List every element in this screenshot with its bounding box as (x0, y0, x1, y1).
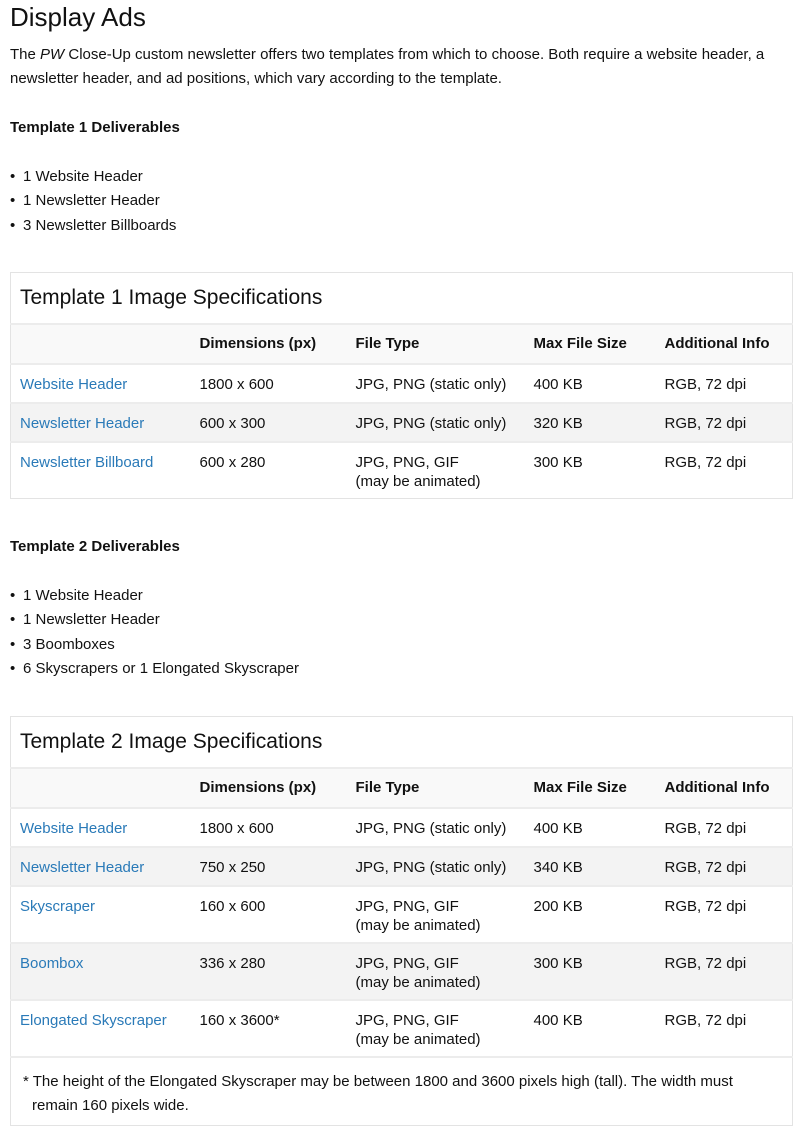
dimensions-cell: 160 x 3600* (190, 998, 347, 1057)
column-header: Additional Info (655, 766, 793, 808)
file-type-cell: JPG, PNG, GIF (may be animated) (346, 941, 525, 1000)
file-type: JPG, PNG, GIF (355, 453, 459, 471)
ad-type-link[interactable]: Website Header (20, 819, 128, 837)
ad-type-link[interactable]: Newsletter Billboard (20, 453, 154, 471)
file-type-cell: JPG, PNG (static only) (346, 362, 525, 403)
ad-type-link[interactable]: Newsletter Header (20, 858, 145, 876)
list-item: 1 Website Header (10, 165, 176, 189)
intro-text: Close-Up custom newsletter offers two te… (10, 46, 765, 87)
file-type-cell: JPG, PNG (static only) (346, 845, 525, 886)
dimensions-cell: 600 x 300 (190, 401, 347, 442)
info-cell: RGB, 72 dpi (655, 806, 793, 847)
file-type: JPG, PNG (static only) (355, 375, 507, 393)
info-cell: RGB, 72 dpi (655, 998, 793, 1057)
max-size-cell: 340 KB (524, 845, 656, 886)
template1-deliverables-title: Template 1 Deliverables (10, 119, 180, 136)
max-size-cell: 300 KB (524, 941, 656, 1000)
column-header: Dimensions (px) (190, 766, 347, 808)
dimensions-cell: 160 x 600 (190, 884, 347, 943)
column-header (10, 322, 191, 364)
list-item: 3 Newsletter Billboards (10, 214, 176, 238)
file-type-cell: JPG, PNG, GIF (may be animated) (346, 440, 525, 499)
max-size-cell: 400 KB (524, 998, 656, 1057)
ad-type-link[interactable]: Skyscraper (20, 897, 96, 915)
column-header (10, 766, 191, 808)
column-header: File Type (346, 322, 525, 364)
ad-type-link[interactable]: Boombox (20, 954, 84, 972)
table-header-row: Dimensions (px) File Type Max File Size Add… (10, 322, 793, 364)
max-size-cell: 400 KB (524, 806, 656, 847)
table-row: Skyscraper 160 x 600 JPG, PNG, GIF (may b… (10, 884, 793, 943)
info-cell: RGB, 72 dpi (655, 362, 793, 403)
table-row: Newsletter Header 750 x 250 JPG, PNG (st… (10, 845, 793, 886)
max-size-cell: 300 KB (524, 440, 656, 499)
column-header: Max File Size (524, 322, 656, 364)
column-header: Max File Size (524, 766, 656, 808)
table-row: Boombox 336 x 280 JPG, PNG, GIF (may be a… (10, 941, 793, 1000)
template2-deliverables-title: Template 2 Deliverables (10, 538, 180, 555)
table-row: Website Header 1800 x 600 JPG, PNG (stat… (10, 362, 793, 403)
file-type-cell: JPG, PNG (static only) (346, 401, 525, 442)
dimensions-cell: 1800 x 600 (190, 362, 347, 403)
file-type: JPG, PNG (static only) (355, 819, 507, 837)
list-item: 6 Skyscrapers or 1 Elongated Skyscraper (10, 657, 299, 681)
info-cell: RGB, 72 dpi (655, 884, 793, 943)
max-size-cell: 200 KB (524, 884, 656, 943)
page-title: Display Ads (10, 2, 146, 32)
table-row: Elongated Skyscraper 160 x 3600* JPG, PN… (10, 998, 793, 1057)
info-cell: RGB, 72 dpi (655, 941, 793, 1000)
table-row: Newsletter Header 600 x 300 JPG, PNG (st… (10, 401, 793, 442)
info-cell: RGB, 72 dpi (655, 440, 793, 499)
info-cell: RGB, 72 dpi (655, 845, 793, 886)
file-type-cell: JPG, PNG, GIF (may be animated) (346, 884, 525, 943)
file-type-cell: JPG, PNG (static only) (346, 806, 525, 847)
template1-spec-table: Template 1 Image Specifications Dimension… (10, 272, 794, 499)
list-item: 1 Newsletter Header (10, 189, 176, 213)
file-type: JPG, PNG, GIF (355, 954, 459, 972)
dimensions-cell: 336 x 280 (190, 941, 347, 1000)
dimensions-cell: 1800 x 600 (190, 806, 347, 847)
table-row: Newsletter Billboard 600 x 280 JPG, PNG,… (10, 440, 793, 499)
file-type-note: (may be animated) (355, 1030, 481, 1048)
dimensions-cell: 600 x 280 (190, 440, 347, 499)
ad-type-link[interactable]: Newsletter Header (20, 414, 145, 432)
column-header: Dimensions (px) (190, 322, 347, 364)
file-type: JPG, PNG (static only) (355, 858, 507, 876)
file-type-note: (may be animated) (355, 916, 481, 934)
column-header: Additional Info (655, 322, 793, 364)
dimensions-cell: 750 x 250 (190, 845, 347, 886)
file-type: JPG, PNG, GIF (355, 897, 459, 915)
template2-spec-table: Template 2 Image Specifications Dimension… (10, 716, 794, 1126)
table-row: Website Header 1800 x 600 JPG, PNG (stat… (10, 806, 793, 847)
column-header: File Type (346, 766, 525, 808)
table-header-row: Dimensions (px) File Type Max File Size Add… (10, 766, 793, 808)
max-size-cell: 320 KB (524, 401, 656, 442)
list-item: 3 Boomboxes (10, 633, 299, 657)
max-size-cell: 400 KB (524, 362, 656, 403)
info-cell: RGB, 72 dpi (655, 401, 793, 442)
file-type-note: (may be animated) (355, 472, 481, 490)
footnote: * The height of the Elongated Skyscraper… (10, 1055, 793, 1126)
ad-type-link[interactable]: Website Header (20, 375, 128, 393)
file-type-note: (may be animated) (355, 973, 481, 991)
intro-paragraph: The PW Close-Up custom newsletter offers… (10, 43, 790, 91)
table-caption: Template 1 Image Specifications (20, 286, 323, 310)
list-item: 1 Newsletter Header (10, 608, 299, 632)
file-type: JPG, PNG (static only) (355, 414, 507, 432)
intro-publication: PW (40, 46, 65, 63)
table-caption: Template 2 Image Specifications (20, 730, 323, 754)
intro-text: The (10, 46, 41, 63)
file-type: JPG, PNG, GIF (355, 1011, 459, 1029)
list-item: 1 Website Header (10, 584, 299, 608)
file-type-cell: JPG, PNG, GIF (may be animated) (346, 998, 525, 1057)
ad-type-link[interactable]: Elongated Skyscraper (20, 1011, 167, 1029)
